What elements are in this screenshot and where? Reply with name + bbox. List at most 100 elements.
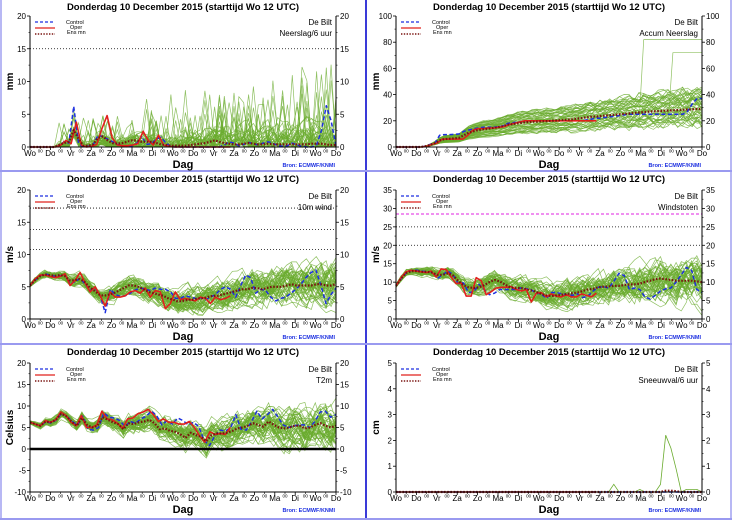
y-tick-label-left: 2 <box>388 436 393 445</box>
x-day-label: Wo <box>167 149 179 158</box>
x-day-label: Wo <box>390 149 402 158</box>
x-midday-marker: 00 <box>119 149 125 154</box>
y-tick-label-left: 0 <box>22 315 27 324</box>
x-axis-label: Dag <box>173 504 194 516</box>
y-tick-label-left: 5 <box>22 110 27 119</box>
x-day-label: Di <box>291 149 299 158</box>
y-tick-label-right: 5 <box>340 110 345 119</box>
x-day-label: Zo <box>473 321 483 330</box>
x-day-label: Zo <box>616 321 626 330</box>
x-day-label: Ma <box>269 494 281 503</box>
x-midday-marker: 00 <box>546 494 552 499</box>
chart-title: Donderdag 10 December 2015 (starttijd Wo… <box>433 347 665 358</box>
y-tick-label-left: 60 <box>383 64 392 73</box>
y-tick-label-right: 80 <box>706 38 715 47</box>
legend-control-label: Control <box>432 367 450 373</box>
x-midday-marker: 00 <box>58 494 64 499</box>
legend-oper-label: Oper <box>70 25 82 31</box>
variable-label: 10m wind <box>298 203 332 212</box>
chart-panel-accum: Donderdag 10 December 2015 (starttijd Wo… <box>371 2 720 171</box>
x-day-label: Vr <box>433 321 441 330</box>
x-day-label: Vr <box>433 494 441 503</box>
y-tick-label-right: 40 <box>706 91 715 100</box>
variable-label: T2m <box>316 376 332 385</box>
chart-panel-windstoten: Donderdag 10 December 2015 (starttijd Wo… <box>371 174 715 343</box>
x-day-label: Wo <box>533 494 545 503</box>
y-tick-label-left: 0 <box>22 445 27 454</box>
y-tick-label-left: 10 <box>17 402 26 411</box>
variable-label: Sneeuwval/6 uur <box>638 376 698 385</box>
panel-horizontal-separator <box>0 343 732 345</box>
ensemble-members <box>396 435 703 493</box>
y-tick-label-right: 10 <box>706 278 715 287</box>
x-midday-marker: 00 <box>303 321 309 326</box>
x-midday-marker: 00 <box>567 321 573 326</box>
y-tick-label-left: 0 <box>22 143 27 152</box>
y-tick-label-right: 0 <box>706 488 711 497</box>
x-midday-marker: 00 <box>669 321 675 326</box>
y-tick-label-left: 20 <box>17 12 26 21</box>
x-day-label: Do <box>697 321 708 330</box>
x-midday-marker: 00 <box>648 149 654 154</box>
x-midday-marker: 00 <box>282 149 288 154</box>
x-midday-marker: 00 <box>465 321 471 326</box>
x-day-label: Za <box>453 321 463 330</box>
source-credit: Bron: ECMWF/KNMI <box>648 335 701 341</box>
y-tick-label-left: 10 <box>17 251 26 260</box>
x-day-label: Di <box>291 494 299 503</box>
legend-control-label: Control <box>66 20 84 26</box>
x-day-label: Vr <box>67 494 75 503</box>
y-tick-label-right: 2 <box>706 436 711 445</box>
y-tick-label-right: 100 <box>706 12 720 21</box>
x-day-label: Do <box>411 494 422 503</box>
x-midday-marker: 00 <box>221 149 227 154</box>
x-day-label: Za <box>595 321 605 330</box>
y-tick-label-right: 0 <box>706 315 711 324</box>
x-midday-marker: 00 <box>648 494 654 499</box>
x-day-label: Ma <box>635 321 647 330</box>
y-tick-label-right: 15 <box>340 45 349 54</box>
x-midday-marker: 00 <box>262 149 268 154</box>
y-tick-label-right: 5 <box>706 359 711 368</box>
y-tick-label-left: 3 <box>388 411 393 420</box>
legend-oper-label: Oper <box>436 25 448 31</box>
y-tick-label-right: 15 <box>340 218 349 227</box>
x-day-label: Di <box>657 149 665 158</box>
x-midday-marker: 00 <box>648 321 654 326</box>
ensemble-member-line <box>30 102 336 148</box>
x-midday-marker: 00 <box>424 149 430 154</box>
y-tick-label-right: 10 <box>340 402 349 411</box>
legend-oper-label: Oper <box>436 199 448 205</box>
ens-mean-line <box>30 128 336 149</box>
x-midday-marker: 00 <box>78 321 84 326</box>
source-credit: Bron: ECMWF/KNMI <box>282 163 335 169</box>
x-midday-marker: 00 <box>201 494 207 499</box>
x-day-label: Zo <box>250 321 260 330</box>
control-line <box>29 269 337 314</box>
x-midday-marker: 00 <box>404 149 410 154</box>
x-day-label: Ma <box>492 494 504 503</box>
x-day-label: Vr <box>210 494 218 503</box>
legend-control-label: Control <box>66 367 84 373</box>
ensemble-member-line <box>396 86 703 148</box>
y-axis-label: m/s <box>371 245 382 263</box>
legend-oper-label: Oper <box>70 199 82 205</box>
x-midday-marker: 00 <box>323 494 329 499</box>
x-midday-marker: 00 <box>689 321 695 326</box>
x-day-label: Do <box>188 321 199 330</box>
source-credit: Bron: ECMWF/KNMI <box>282 508 335 514</box>
ensemble-member-line <box>29 269 337 310</box>
x-midday-marker: 00 <box>99 149 105 154</box>
x-day-label: Di <box>291 321 299 330</box>
x-day-label: Zo <box>250 494 260 503</box>
x-day-label: Do <box>188 494 199 503</box>
x-day-label: Za <box>595 494 605 503</box>
legend-control-label: Control <box>432 20 450 26</box>
x-midday-marker: 00 <box>180 494 186 499</box>
x-midday-marker: 00 <box>485 321 491 326</box>
x-midday-marker: 00 <box>567 149 573 154</box>
x-day-label: Do <box>45 494 56 503</box>
y-tick-label-right: 25 <box>706 223 715 232</box>
y-tick-label-right: 20 <box>706 241 715 250</box>
